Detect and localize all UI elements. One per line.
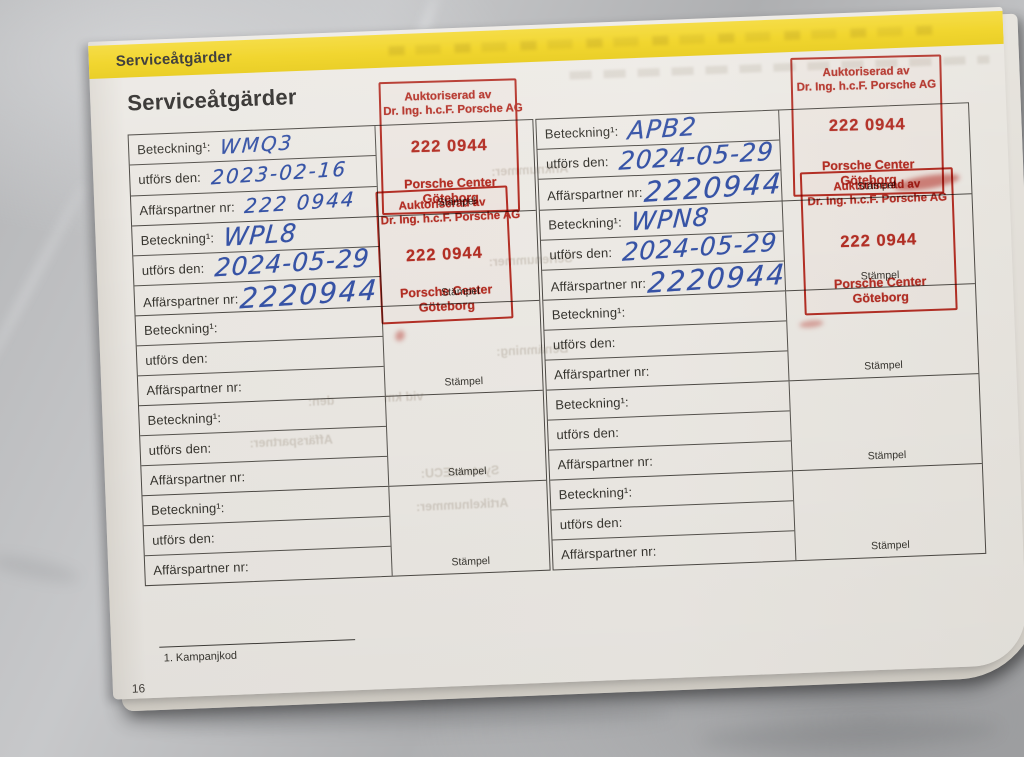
utfors-den-label: utförs den: <box>144 350 209 369</box>
stamp-cell: Stämpel <box>384 390 547 486</box>
utfors-den-label: utförs den: <box>552 334 616 353</box>
affarspartner-label: Affärspartner nr: <box>550 275 647 295</box>
bleed-through-smudge <box>388 25 944 56</box>
affarspartner-label: Affärspartner nr: <box>139 199 236 218</box>
stamp-cell: Stämpel <box>788 374 982 471</box>
stampel-label: Stämpel <box>444 375 484 389</box>
authorization-stamp: Auktoriserad av Dr. Ing. h.c.F. Porsche … <box>799 167 958 316</box>
affarspartner-label: Affärspartner nr: <box>546 184 643 204</box>
service-entry-group: Beteckning¹: utförs den: Affärspartner n… <box>138 389 547 496</box>
affarspartner-label: Affärspartner nr: <box>146 379 243 399</box>
stampel-label: Stämpel <box>867 448 907 463</box>
stamp-dealer-number: 222 0944 <box>839 230 918 251</box>
stamp-cell: Stämpel <box>388 480 550 576</box>
beteckning-value: WMQ3 <box>219 129 295 159</box>
beteckning-label: Beteckning¹: <box>548 214 623 233</box>
utfors-den-label: utförs den: <box>148 440 212 458</box>
stampel-label: Stämpel <box>447 465 487 479</box>
stampel-label: Stämpel <box>870 538 910 553</box>
affarspartner-label: Affärspartner nr: <box>553 363 650 383</box>
marble-vein <box>0 181 88 379</box>
footnote: 1. Kampanjkod <box>163 649 238 665</box>
beteckning-value: WPL8 <box>222 218 299 253</box>
affarspartner-value: 222 0944 <box>243 187 357 219</box>
beteckning-label: Beteckning¹: <box>551 304 626 323</box>
stampel-label: Stämpel <box>864 358 903 373</box>
stamp-line-porsche-ag: Dr. Ing. h.c.F. Porsche AG <box>796 78 937 95</box>
affarspartner-label: Affärspartner nr: <box>557 453 654 473</box>
page-title: Serviceåtgärder <box>126 84 298 116</box>
utfors-den-label: utförs den: <box>556 424 620 443</box>
beteckning-label: Beteckning¹: <box>140 230 215 249</box>
service-booklet-page: Serviceåtgärder Serviceåtgärder Anknumme… <box>88 6 1024 700</box>
beteckning-label: Beteckning¹: <box>136 139 211 158</box>
stampel-label: Stämpel <box>451 554 491 569</box>
authorization-stamp: Auktoriserad av Dr. Ing. h.c.F. Porsche … <box>375 185 520 325</box>
utfors-den-value: 2023-02-16 <box>209 156 348 190</box>
beteckning-value: APB2 <box>627 111 699 146</box>
utfors-den-label: utförs den: <box>545 154 609 172</box>
beteckning-label: Beteckning¹: <box>150 500 225 518</box>
stamp-line-porsche-ag: Dr. Ing. h.c.F. Porsche AG <box>383 102 523 119</box>
stamp-dealer-number: 222 0944 <box>405 243 484 266</box>
affarspartner-label: Affärspartner nr: <box>149 469 246 488</box>
affarspartner-label: Affärspartner nr: <box>142 291 239 311</box>
utfors-den-label: utförs den: <box>559 514 623 533</box>
beteckning-value: WPN8 <box>630 202 712 237</box>
service-entry-group: Beteckning¹: utförs den: Affärspartner n… <box>546 373 982 480</box>
beteckning-label: Beteckning¹: <box>544 123 619 142</box>
utfors-den-label: utförs den: <box>138 170 202 188</box>
stamp-dealer-number: 222 0944 <box>828 115 906 135</box>
beteckning-label: Beteckning¹: <box>554 394 629 413</box>
page-number: 16 <box>131 681 146 696</box>
stamp-dealer-number: 222 0944 <box>410 135 488 157</box>
band-title: Serviceåtgärder <box>115 48 233 70</box>
affarspartner-label: Affärspartner nr: <box>560 543 657 563</box>
marble-vein <box>699 716 1001 754</box>
stamp-cell: Stämpel <box>791 463 986 561</box>
marble-vein <box>0 550 81 588</box>
utfors-den-label: utförs den: <box>141 260 205 279</box>
utfors-den-label: utförs den: <box>151 530 215 548</box>
beteckning-label: Beteckning¹: <box>558 484 633 503</box>
service-entry-group: Beteckning¹: utförs den: Affärspartner n… <box>550 462 986 570</box>
beteckning-label: Beteckning¹: <box>147 410 222 428</box>
service-entry-group: Beteckning¹: utförs den: Affärspartner n… <box>142 479 550 586</box>
footnote-rule <box>159 639 356 648</box>
affarspartner-label: Affärspartner nr: <box>153 559 249 578</box>
beteckning-label: Beteckning¹: <box>143 320 218 339</box>
utfors-den-label: utförs den: <box>549 245 613 263</box>
